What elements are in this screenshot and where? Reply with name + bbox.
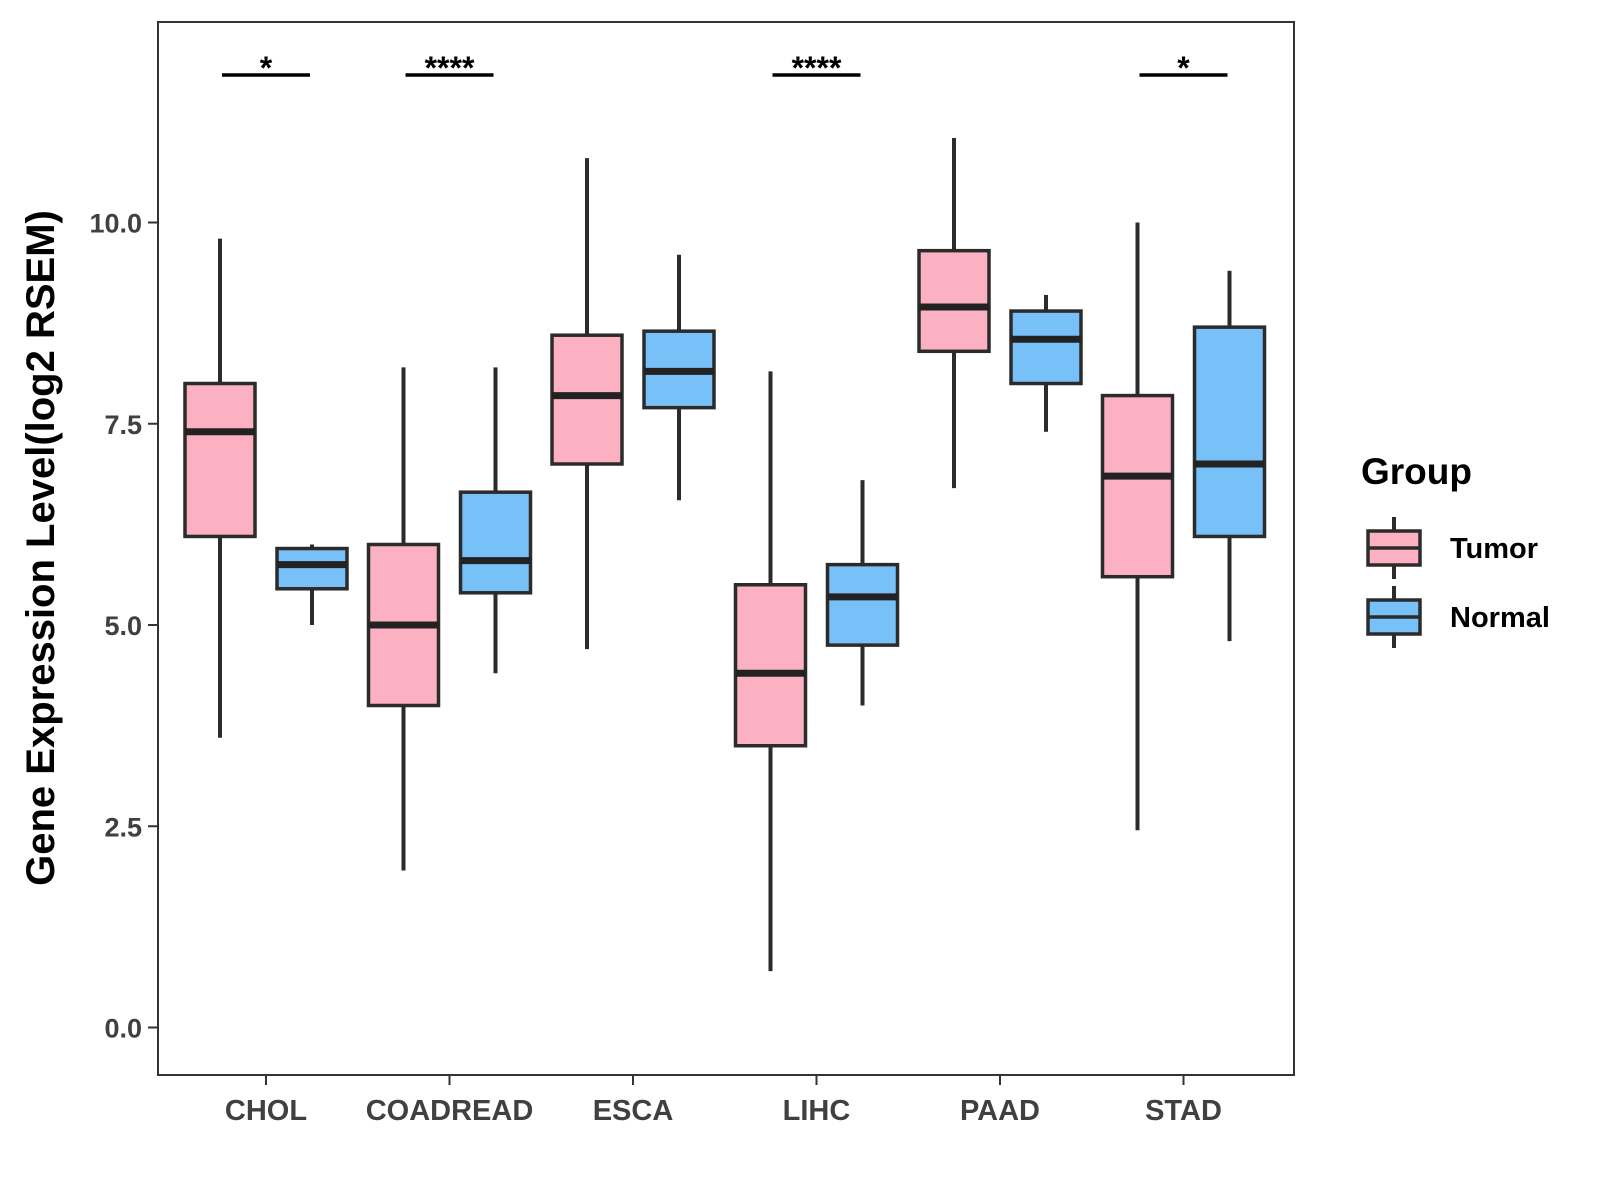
- legend-label: Tumor: [1450, 533, 1538, 565]
- box-body: [183, 381, 257, 539]
- legend-title: Group: [1361, 451, 1472, 492]
- box-body: [458, 490, 533, 595]
- y-tick-label: 10.0: [89, 209, 142, 239]
- x-tick-label: CHOL: [225, 1095, 307, 1127]
- x-tick-label: LIHC: [783, 1095, 851, 1127]
- significance-label: ****: [792, 50, 842, 86]
- legend-entry-normal: Normal: [1366, 586, 1550, 648]
- box-tumor-coadread: [366, 367, 441, 871]
- x-tick-label: COADREAD: [366, 1095, 534, 1127]
- box-tumor-chol: [183, 238, 257, 738]
- x-tick-label: STAD: [1145, 1095, 1222, 1127]
- significance-layer: * **** **** *: [222, 50, 1228, 86]
- y-tick-label: 5.0: [104, 611, 142, 641]
- boxes-layer: [183, 137, 1267, 972]
- x-tick-label: ESCA: [593, 1095, 674, 1127]
- y-axis: 0.0 2.5 5.0 7.5 10.0: [89, 209, 158, 1044]
- box-body: [275, 546, 349, 591]
- significance-label: *: [260, 50, 273, 86]
- y-tick-label: 2.5: [104, 812, 142, 842]
- x-axis: CHOL COADREAD ESCA LIHC PAAD STAD: [225, 1075, 1222, 1127]
- box-body: [1192, 325, 1267, 539]
- box-normal-esca: [642, 254, 716, 501]
- box-body: [733, 583, 808, 748]
- box-tumor-stad: [1100, 222, 1175, 831]
- legend: Group Tumor Normal: [1361, 451, 1550, 648]
- box-body: [1100, 393, 1175, 579]
- box-tumor-lihc: [733, 371, 808, 972]
- y-axis-title: Gene Expression Level(log2 RSEM): [19, 210, 63, 886]
- y-tick-label: 0.0: [104, 1014, 142, 1044]
- box-tumor-paad: [917, 137, 991, 489]
- box-body: [550, 333, 624, 466]
- box-body: [825, 562, 900, 647]
- significance-label: ****: [425, 50, 475, 86]
- y-tick-label: 7.5: [104, 410, 142, 440]
- significance-label: *: [1177, 50, 1190, 86]
- box-tumor-esca: [550, 158, 624, 650]
- x-tick-label: PAAD: [960, 1095, 1040, 1127]
- box-normal-lihc: [825, 480, 900, 706]
- box-normal-chol: [275, 544, 349, 625]
- box-normal-coadread: [458, 367, 533, 674]
- box-body: [917, 248, 991, 354]
- box-normal-stad: [1192, 270, 1267, 642]
- box-body: [1009, 309, 1083, 386]
- legend-label: Normal: [1450, 602, 1550, 634]
- legend-entry-tumor: Tumor: [1366, 517, 1538, 579]
- box-normal-paad: [1009, 294, 1083, 432]
